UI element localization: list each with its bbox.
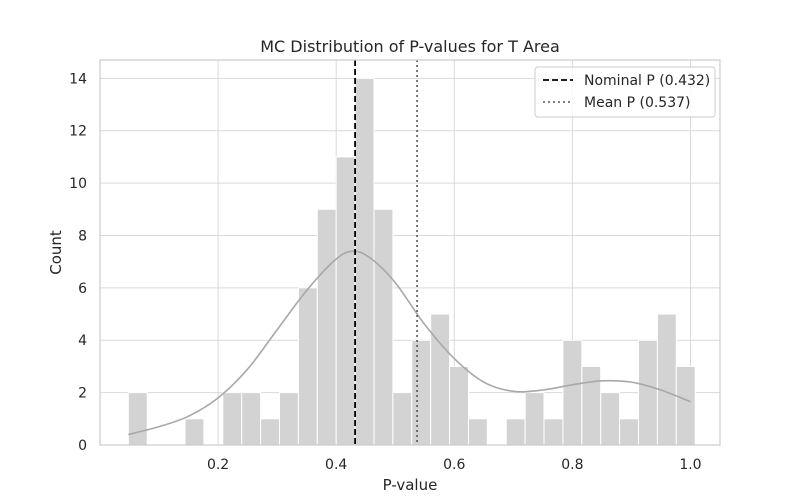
histogram-bar bbox=[335, 156, 356, 446]
x-axis-label: P-value bbox=[383, 476, 438, 494]
histogram-bar bbox=[279, 392, 299, 446]
histogram-bar bbox=[619, 418, 640, 446]
histogram-bar bbox=[260, 418, 281, 446]
histogram-bar bbox=[127, 392, 148, 446]
x-tick-label: 0.6 bbox=[443, 457, 465, 473]
histogram-bar bbox=[675, 365, 696, 446]
x-tick-label: 0.2 bbox=[207, 457, 229, 473]
histogram-bar bbox=[600, 392, 621, 446]
y-tick-label: 14 bbox=[69, 71, 87, 87]
histogram-bar bbox=[297, 287, 318, 446]
histogram-bar bbox=[316, 208, 337, 446]
histogram-bar bbox=[449, 365, 469, 446]
histogram-bar bbox=[524, 392, 545, 446]
histogram-bar bbox=[430, 313, 451, 446]
histogram-bar bbox=[392, 392, 413, 446]
legend-box bbox=[534, 66, 716, 118]
legend-label-mean: Mean P (0.537) bbox=[584, 95, 691, 111]
x-tick-label: 0.8 bbox=[561, 457, 583, 473]
histogram-bar bbox=[354, 77, 375, 446]
histogram-bar bbox=[467, 418, 488, 446]
y-axis-label: Count bbox=[47, 230, 65, 275]
histogram-bar bbox=[241, 392, 262, 446]
y-axis-ticks: 0 2 4 6 8 10 12 14 bbox=[69, 71, 87, 454]
legend: Nominal P (0.432) Mean P (0.537) bbox=[534, 66, 716, 118]
grid bbox=[100, 60, 720, 446]
histogram-bar bbox=[581, 365, 602, 446]
y-tick-label: 0 bbox=[78, 438, 87, 454]
histogram-bar bbox=[562, 339, 583, 446]
histogram-bars bbox=[127, 77, 696, 446]
y-tick-label: 10 bbox=[69, 176, 87, 192]
x-tick-label: 0.4 bbox=[325, 457, 347, 473]
y-tick-label: 6 bbox=[78, 281, 87, 297]
x-axis-ticks: 0.2 0.4 0.6 0.8 1.0 bbox=[207, 457, 702, 473]
histogram-bar bbox=[222, 392, 243, 446]
kde-curve bbox=[128, 250, 691, 436]
y-tick-label: 12 bbox=[69, 124, 87, 140]
histogram-bar bbox=[505, 418, 526, 446]
y-tick-label: 8 bbox=[78, 228, 87, 244]
reference-lines bbox=[354, 60, 418, 445]
histogram-bar bbox=[656, 313, 677, 446]
histogram-bar bbox=[411, 339, 432, 446]
x-tick-label: 1.0 bbox=[679, 457, 701, 473]
histogram-bar bbox=[638, 339, 658, 446]
kde-curve-group bbox=[128, 250, 691, 436]
chart-title: MC Distribution of P-values for T Area bbox=[260, 37, 560, 56]
y-tick-label: 2 bbox=[78, 386, 87, 402]
plot-frame bbox=[99, 59, 721, 446]
histogram-bar bbox=[373, 208, 394, 446]
legend-label-nominal: Nominal P (0.432) bbox=[584, 73, 710, 89]
histogram-bar bbox=[184, 418, 205, 446]
histogram-bar bbox=[543, 418, 564, 446]
y-tick-label: 4 bbox=[78, 333, 87, 349]
